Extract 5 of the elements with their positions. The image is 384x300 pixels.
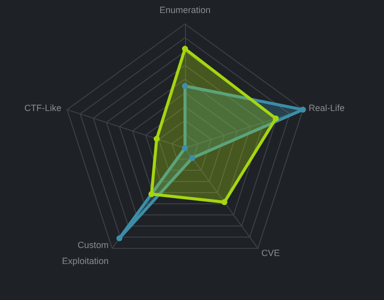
- spoke-label: CTF-Like: [24, 102, 62, 113]
- spoke-label: Custom Exploitation: [62, 240, 109, 266]
- spoke-label: Real-Life: [308, 102, 345, 113]
- spoke-label: Enumeration: [159, 5, 211, 15]
- spoke-label: CVE: [261, 248, 280, 258]
